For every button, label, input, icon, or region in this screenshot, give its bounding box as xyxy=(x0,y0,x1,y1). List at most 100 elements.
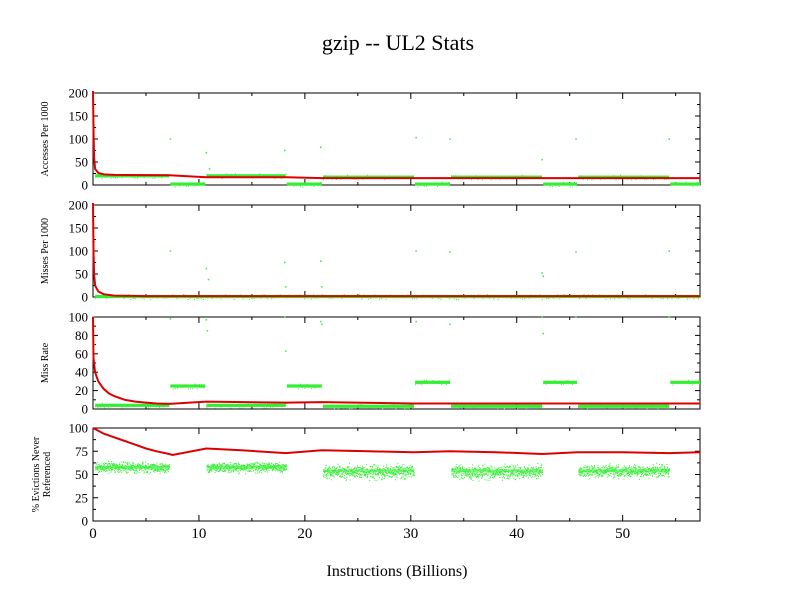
raw-point xyxy=(647,473,649,475)
raw-point xyxy=(161,464,163,466)
raw-point xyxy=(613,404,615,406)
raw-point xyxy=(266,468,268,470)
raw-point xyxy=(277,469,279,471)
raw-point xyxy=(455,404,457,406)
raw-point xyxy=(475,472,477,474)
raw-point xyxy=(672,182,674,184)
raw-point xyxy=(248,470,250,472)
raw-point xyxy=(651,468,653,470)
raw-point xyxy=(632,465,634,467)
raw-point xyxy=(507,471,509,473)
raw-point xyxy=(530,176,532,178)
raw-point xyxy=(664,297,666,299)
raw-point xyxy=(453,475,455,477)
raw-point xyxy=(644,407,646,409)
raw-point xyxy=(135,470,137,472)
raw-point xyxy=(697,298,699,300)
raw-point xyxy=(612,477,614,479)
raw-point xyxy=(662,475,664,477)
raw-point xyxy=(406,176,408,178)
raw-point xyxy=(473,298,475,300)
raw-point xyxy=(388,475,390,477)
raw-point xyxy=(114,471,116,473)
raw-point xyxy=(464,473,466,475)
raw-outlier xyxy=(169,138,172,140)
raw-point xyxy=(520,467,522,469)
raw-point xyxy=(405,475,407,477)
raw-point xyxy=(253,464,255,466)
raw-point xyxy=(386,472,388,474)
raw-point xyxy=(346,476,348,478)
raw-point xyxy=(637,465,639,467)
raw-point xyxy=(485,473,487,475)
raw-point xyxy=(627,298,629,300)
raw-point xyxy=(445,183,447,185)
raw-point xyxy=(369,480,371,482)
raw-point xyxy=(392,474,394,476)
raw-point xyxy=(401,473,403,475)
raw-point xyxy=(528,472,530,474)
raw-point xyxy=(354,466,356,468)
raw-point xyxy=(464,176,466,178)
raw-point xyxy=(471,477,473,479)
raw-point xyxy=(642,472,644,474)
raw-point xyxy=(469,474,471,476)
raw-point xyxy=(355,467,357,469)
raw-point xyxy=(520,474,522,476)
raw-point xyxy=(138,472,140,474)
raw-outlier xyxy=(321,286,323,288)
raw-point xyxy=(159,463,161,465)
raw-point xyxy=(661,466,663,468)
raw-point xyxy=(646,473,648,475)
raw-point xyxy=(220,468,222,470)
raw-segment xyxy=(170,384,206,388)
raw-point xyxy=(631,473,633,475)
raw-point xyxy=(504,474,506,476)
raw-point xyxy=(522,472,524,474)
raw-point xyxy=(361,298,363,300)
raw-point xyxy=(342,467,344,469)
raw-outlier xyxy=(449,138,451,140)
raw-point xyxy=(655,476,657,478)
raw-point xyxy=(208,471,210,473)
raw-point xyxy=(656,462,658,464)
raw-point xyxy=(285,464,287,466)
raw-point xyxy=(511,472,513,474)
raw-point xyxy=(250,470,252,472)
raw-point xyxy=(619,473,621,475)
raw-point xyxy=(349,176,351,178)
raw-point xyxy=(475,474,477,476)
raw-point xyxy=(219,175,221,177)
raw-point xyxy=(152,297,154,299)
raw-point xyxy=(661,464,663,466)
raw-point xyxy=(167,464,169,466)
raw-point xyxy=(463,467,465,469)
raw-point xyxy=(451,296,453,298)
raw-point xyxy=(441,181,443,183)
raw-point xyxy=(408,476,410,478)
raw-point xyxy=(356,476,358,478)
raw-point xyxy=(319,182,321,184)
raw-point xyxy=(445,384,447,386)
raw-point xyxy=(176,298,178,300)
raw-point xyxy=(244,469,246,471)
raw-point xyxy=(452,467,454,469)
raw-point xyxy=(580,407,582,409)
y-tick-label: 0 xyxy=(82,514,89,529)
raw-point xyxy=(531,467,533,469)
raw-point xyxy=(238,473,240,475)
raw-point xyxy=(389,294,391,296)
raw-point xyxy=(676,382,678,384)
raw-point xyxy=(460,473,462,475)
raw-point xyxy=(381,476,383,478)
raw-point xyxy=(622,468,624,470)
raw-point xyxy=(498,472,500,474)
raw-point xyxy=(156,297,158,299)
raw-point xyxy=(217,405,219,407)
raw-point xyxy=(215,470,217,472)
raw-point xyxy=(111,469,113,471)
raw-point xyxy=(208,470,210,472)
raw-point xyxy=(441,383,443,385)
raw-point xyxy=(222,468,224,470)
raw-point xyxy=(584,464,586,466)
